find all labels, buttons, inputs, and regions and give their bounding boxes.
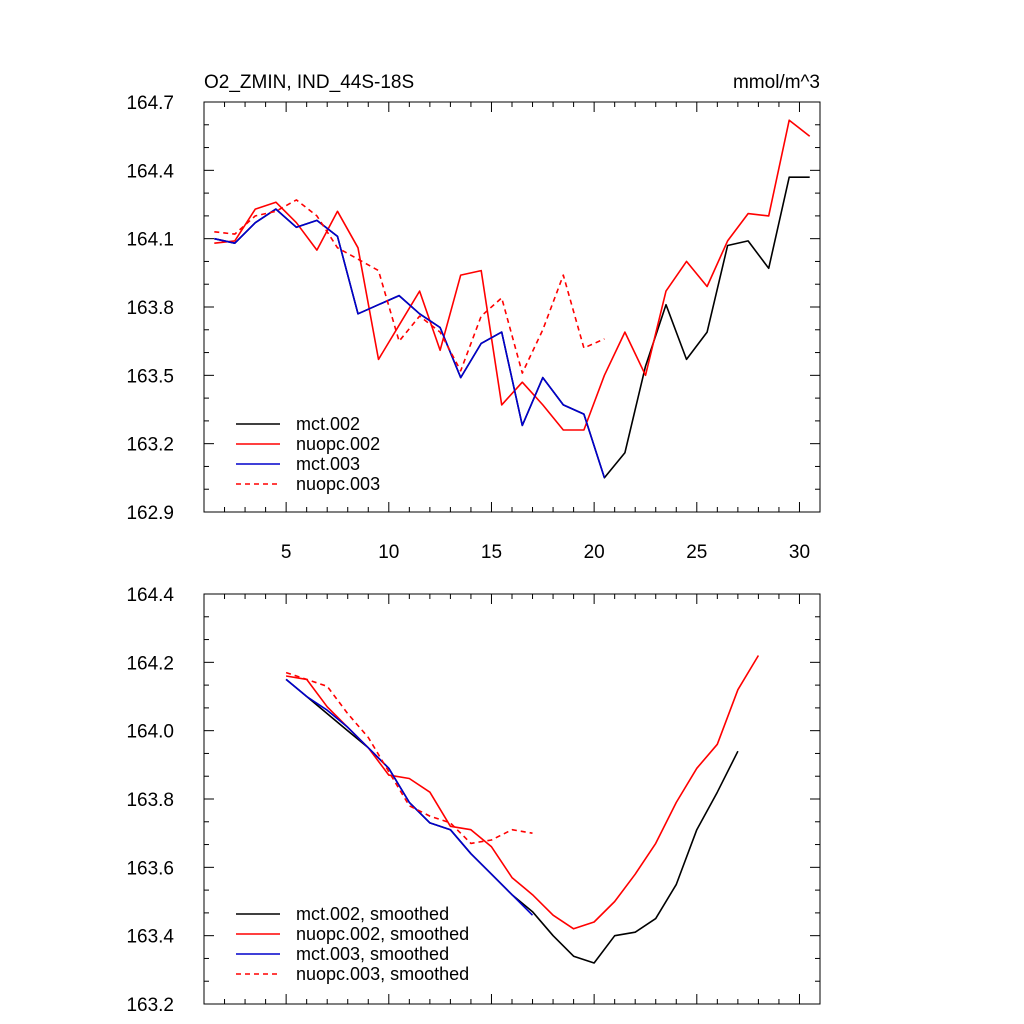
- series-line-mct-003: [214, 208, 606, 479]
- y-tick-label: 164.0: [126, 722, 174, 743]
- chart-title: O2_ZMIN, IND_44S-18S: [204, 72, 414, 93]
- x-tick-label: 25: [686, 542, 707, 563]
- y-tick-label: 164.2: [126, 653, 174, 674]
- legend-label: nuopc.003, smoothed: [296, 964, 469, 984]
- legend-label: nuopc.003: [296, 474, 380, 494]
- series-line-nuopc-003: [214, 199, 605, 374]
- series-line-nuopc-002: [214, 119, 811, 431]
- legend-label: nuopc.002: [296, 434, 380, 454]
- series-line-nuopc-003-smoothed: [285, 671, 533, 845]
- y-tick-label: 163.5: [126, 366, 174, 387]
- bottom-plot: 163.2 163.4 163.6 163.8 164.0 164.2 164.4 mct.0…: [126, 585, 821, 1016]
- series-line-nuopc-002-smoothed: [285, 655, 760, 930]
- x-tick-label: 30: [789, 542, 810, 563]
- y-tick-label: 164.4: [126, 585, 174, 606]
- y-tick-label: 164.1: [126, 230, 174, 251]
- y-tick-label: 163.2: [126, 435, 174, 456]
- x-tick-label: 15: [481, 542, 502, 563]
- legend-label: mct.003: [296, 454, 360, 474]
- x-tick-label: 10: [378, 542, 399, 563]
- y-tick-label: 163.8: [126, 298, 174, 319]
- x-tick-label: 20: [584, 542, 605, 563]
- series-line-mct-003-smoothed: [285, 678, 534, 916]
- legend-label: mct.002, smoothed: [296, 904, 449, 924]
- y-tick-label: 162.9: [126, 503, 174, 524]
- y-tick-label: 163.2: [126, 995, 174, 1016]
- y-tick-label: 163.8: [126, 790, 174, 811]
- x-tick-label: 5: [281, 542, 292, 563]
- y-tick-label: 163.6: [126, 858, 174, 879]
- y-tick-label: 163.4: [126, 927, 174, 948]
- top-plot: 5 10 15 20 25 30 162.9 163.2 163.5 163.8 164.1 164.…: [126, 93, 821, 563]
- legend-label: nuopc.002, smoothed: [296, 924, 469, 944]
- legend-label: mct.003, smoothed: [296, 944, 449, 964]
- legend-label: mct.002: [296, 414, 360, 434]
- units-label: mmol/m^3: [733, 72, 820, 93]
- y-tick-label: 164.7: [126, 93, 174, 114]
- y-tick-label: 164.4: [126, 161, 174, 182]
